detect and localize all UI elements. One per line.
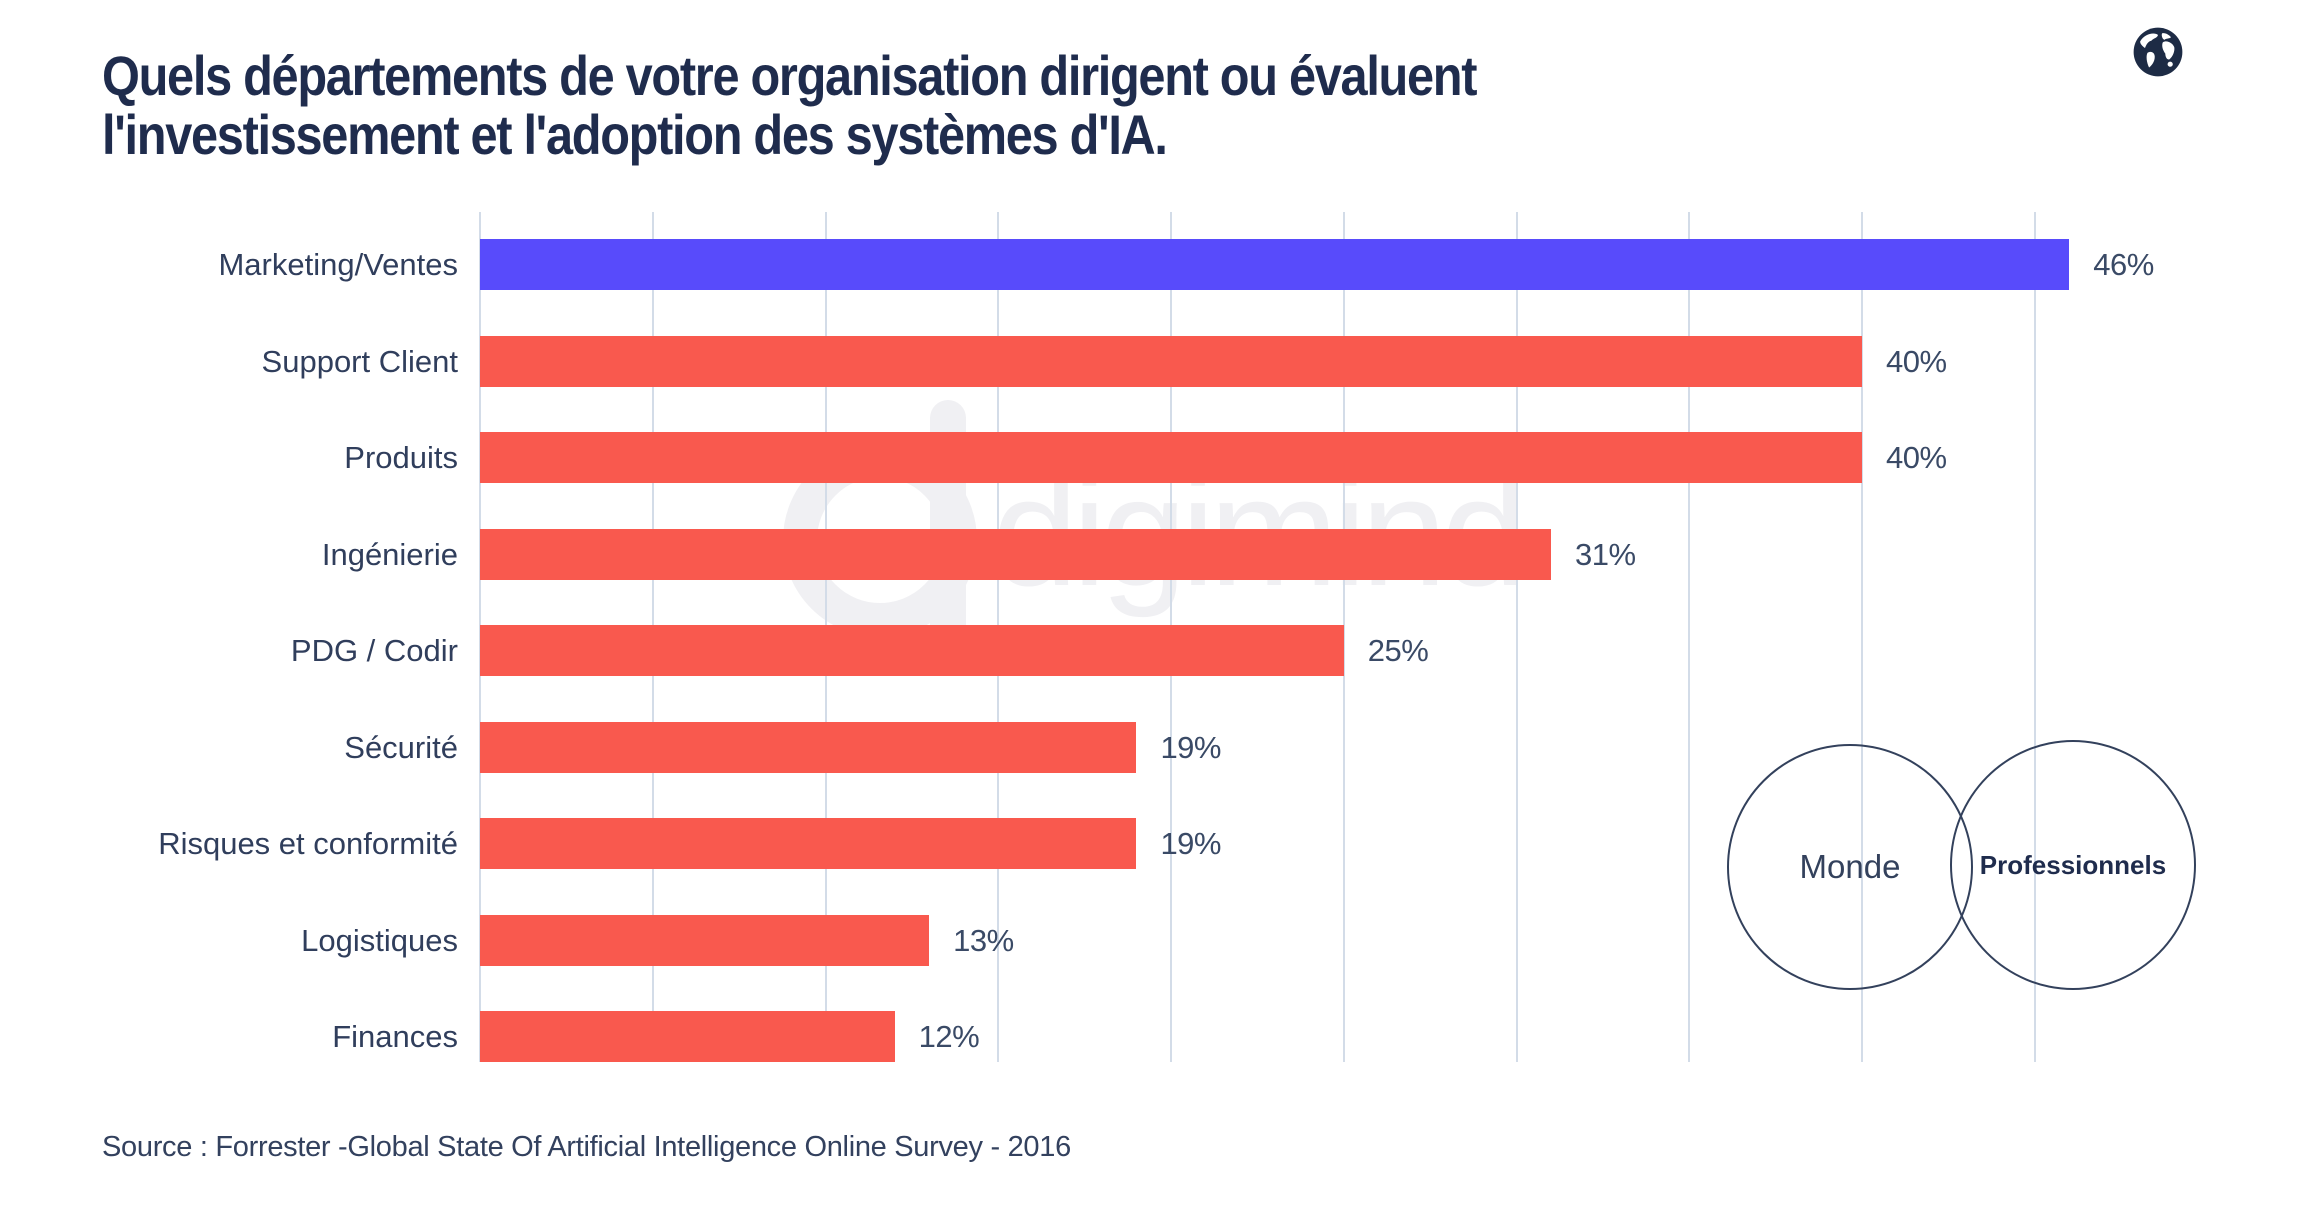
source-note: Source : Forrester -Global State Of Arti… <box>102 1131 1071 1163</box>
gridline <box>1515 212 1518 1062</box>
value-label: 19% <box>1160 826 1221 861</box>
category-label: Risques et conformité <box>158 826 458 861</box>
globe-icon <box>2133 27 2183 77</box>
bar <box>480 914 930 966</box>
category-label: Produits <box>344 440 458 475</box>
bar <box>480 625 1344 676</box>
category-label: Sécurité <box>344 729 458 765</box>
venn-label-professionnels: Professionnels <box>1979 849 2167 880</box>
page-title-line1: Quels départements de votre organisation… <box>102 44 1477 107</box>
value-label: 12% <box>918 1019 980 1054</box>
value-label: 25% <box>1367 633 1429 668</box>
bar <box>480 335 1862 387</box>
value-label: 13% <box>953 922 1014 958</box>
bar <box>480 239 2070 290</box>
value-label: 46% <box>2093 247 2154 282</box>
gridline <box>2033 212 2036 1062</box>
gridline <box>1861 212 1863 1062</box>
value-label: 40% <box>1886 440 1947 475</box>
gridline <box>1688 212 1691 1062</box>
bar <box>480 528 1552 580</box>
category-label: Logistiques <box>301 922 458 958</box>
gridline <box>1342 212 1345 1062</box>
bar <box>480 818 1137 869</box>
value-label: 31% <box>1575 536 1636 572</box>
venn-circle-monde: Monde <box>1727 744 1973 990</box>
bar <box>480 1011 895 1062</box>
category-label: Marketing/Ventes <box>218 247 458 282</box>
page-title: Quels départements de votre organisation… <box>102 46 1712 164</box>
category-label: Finances <box>332 1019 458 1054</box>
value-label: 19% <box>1160 729 1221 765</box>
bar <box>480 721 1137 773</box>
value-label: 40% <box>1886 343 1947 379</box>
category-label: PDG / Codir <box>290 633 458 668</box>
page-title-line2: l'investissement et l'adoption des systè… <box>102 103 1168 166</box>
category-label: Ingénierie <box>321 536 458 572</box>
category-label: Support Client <box>261 343 458 379</box>
venn-circle-professionnels: Professionnels <box>1950 740 2196 990</box>
venn-label-monde: Monde <box>1799 848 1901 885</box>
bar <box>480 432 1862 483</box>
